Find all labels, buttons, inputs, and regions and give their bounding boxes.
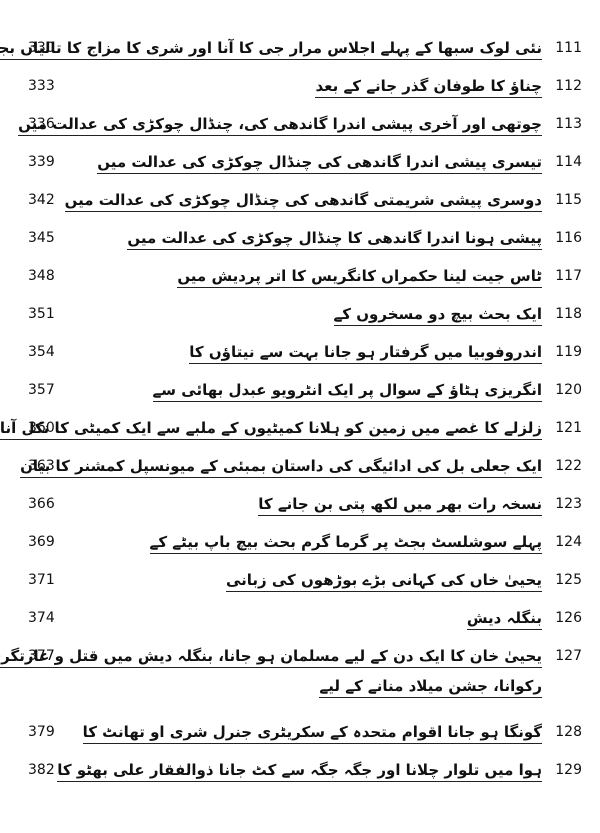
entry-number: 111 [555,40,582,56]
entry-title: اندروفوبیا میں گرفتار ہو جانا بہت سے نیت… [189,342,542,364]
entry-number: 129 [555,762,582,778]
entry-number: 123 [555,496,582,512]
entry-title: انگریزی ہٹاؤ کے سوال پر ایک انٹرویو عبدل… [152,380,542,402]
page-number: 382 [28,762,55,778]
page-number: 363 [28,458,55,474]
entry-number: 125 [555,572,582,588]
entry-number: 127 [555,648,582,664]
entry-title: گونگا ہو جانا اقوام متحدہ کے سکریٹری جنر… [82,722,542,744]
entry-number: 121 [555,420,582,436]
entry-title: بنگلہ دیش [466,608,542,630]
entry-number: 118 [555,306,582,322]
entry-number: 122 [555,458,582,474]
page-number: 366 [28,496,55,512]
entry-title: تیسری پیشی اندرا گاندھی کی چنڈال چوکڑی ک… [97,152,542,174]
page-number: 379 [28,724,55,740]
entry-title: نئی لوک سبھا کے پہلے اجلاس مرار جی کا آن… [0,38,542,60]
entry-title: چناؤ کا طوفان گذر جانے کے بعد [315,76,542,98]
page-number: 342 [28,192,55,208]
page-number: 348 [28,268,55,284]
page-number: 351 [28,306,55,322]
page-number: 377 [28,648,55,664]
entry-title: رکوانا، جشن میلاد منانے کے لیے [319,676,542,698]
entry-number: 117 [555,268,582,284]
entry-number: 124 [555,534,582,550]
page-number: 333 [28,78,55,94]
entry-title: پیشی ہونا اندرا گاندھی کا چنڈال چوکڑی کی… [127,228,542,250]
page-number: 360 [28,420,55,436]
page-number: 374 [28,610,55,626]
entry-number: 119 [555,344,582,360]
entry-title: زلزلے کا غصے میں زمین کو ہلانا کمیٹیوں ک… [0,418,542,440]
entry-title: نسخہ رات بھر میں لکھ پتی بن جانے کا [258,494,542,516]
entry-number: 115 [555,192,582,208]
entry-title: ایک جعلی بل کی ادائیگی کی داستان بمبئی ک… [20,456,542,478]
entry-title: پہلے سوشلسٹ بجٹ پر گرما گرم بحث بیچ باپ … [149,532,542,554]
entry-title: ٹاس جیت لینا حکمراں کانگریس کا اتر پردیش… [177,266,542,288]
page-number: 339 [28,154,55,170]
entry-number: 112 [555,78,582,94]
entry-number: 113 [555,116,582,132]
entry-title: چوتھی اور آخری پیشی اندرا گاندھی کی، چنڈ… [18,114,542,136]
page-number: 357 [28,382,55,398]
entry-number: 116 [555,230,582,246]
page-number: 345 [28,230,55,246]
entry-title: ایک بحث بیچ دو مسخروں کے [333,304,542,326]
page-number: 336 [28,116,55,132]
entry-number: 120 [555,382,582,398]
entry-title: یحییٰ خان کا ایک دن کے لیے مسلمان ہو جان… [0,646,542,668]
entry-title: دوسری پیشی شریمتی گاندھی کی چنڈال چوکڑی … [64,190,542,212]
entry-title: یحییٰ خاں کی کہانی بڑے بوڑھوں کی زبانی [225,570,542,592]
page-number: 371 [28,572,55,588]
entry-number: 126 [555,610,582,626]
page-number: 330 [28,40,55,56]
entry-number: 128 [555,724,582,740]
entry-number: 114 [555,154,582,170]
page-number: 354 [28,344,55,360]
page-number: 369 [28,534,55,550]
entry-title: ہوا میں تلوار چلانا اور جگہ جگہ سے کٹ جا… [57,760,542,782]
